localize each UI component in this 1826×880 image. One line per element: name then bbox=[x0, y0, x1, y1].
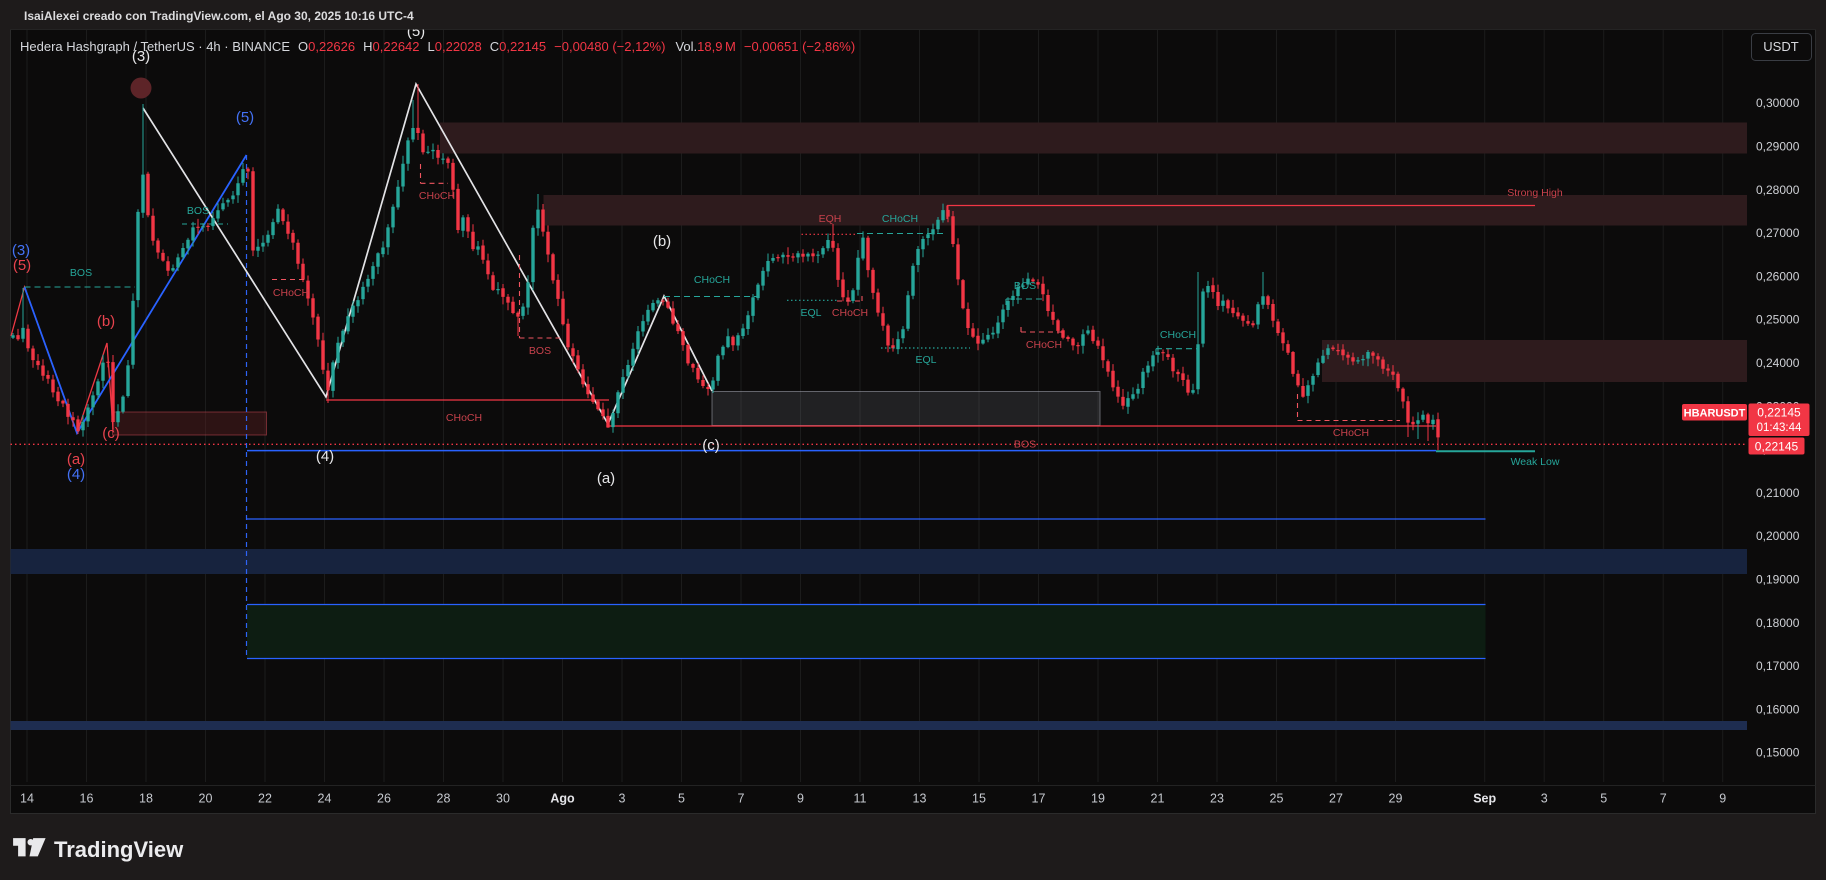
svg-text:0,28000: 0,28000 bbox=[1756, 183, 1800, 197]
svg-text:(4): (4) bbox=[67, 466, 85, 483]
svg-text:EQL: EQL bbox=[915, 354, 936, 366]
svg-text:20: 20 bbox=[199, 792, 213, 806]
svg-text:0,22145: 0,22145 bbox=[1755, 440, 1799, 454]
svg-text:0,27000: 0,27000 bbox=[1756, 226, 1800, 240]
svg-text:(3): (3) bbox=[132, 48, 150, 65]
svg-text:15: 15 bbox=[972, 792, 986, 806]
svg-text:(5): (5) bbox=[13, 257, 31, 274]
svg-text:(5): (5) bbox=[236, 109, 254, 126]
svg-text:29: 29 bbox=[1389, 792, 1403, 806]
svg-text:TradingView: TradingView bbox=[54, 837, 184, 862]
svg-text:16: 16 bbox=[80, 792, 94, 806]
svg-text:14: 14 bbox=[20, 792, 34, 806]
svg-text:0,20000: 0,20000 bbox=[1756, 529, 1800, 543]
svg-text:Weak Low: Weak Low bbox=[1511, 456, 1560, 468]
svg-text:BOS: BOS bbox=[1014, 439, 1036, 451]
svg-text:0,24000: 0,24000 bbox=[1756, 356, 1800, 370]
svg-text:3: 3 bbox=[1541, 792, 1548, 806]
svg-text:Hedera Hashgraph / TetherUS ·: Hedera Hashgraph / TetherUS · 4h · BINAN… bbox=[20, 39, 855, 54]
svg-text:(c): (c) bbox=[702, 437, 720, 454]
svg-text:USDT: USDT bbox=[1763, 39, 1798, 54]
svg-text:CHoCH: CHoCH bbox=[1026, 339, 1062, 351]
svg-text:9: 9 bbox=[1719, 792, 1726, 806]
svg-text:CHoCH: CHoCH bbox=[832, 307, 868, 319]
svg-text:(a): (a) bbox=[597, 470, 615, 487]
svg-text:0,16000: 0,16000 bbox=[1756, 702, 1800, 716]
svg-text:(b): (b) bbox=[653, 233, 671, 250]
svg-text:25: 25 bbox=[1270, 792, 1284, 806]
svg-text:11: 11 bbox=[854, 792, 867, 806]
svg-text:(c): (c) bbox=[102, 425, 120, 442]
svg-text:0,17000: 0,17000 bbox=[1756, 659, 1800, 673]
svg-text:0,25000: 0,25000 bbox=[1756, 313, 1800, 327]
svg-text:CHoCH: CHoCH bbox=[694, 274, 730, 286]
svg-text:CHoCH: CHoCH bbox=[882, 213, 918, 225]
svg-text:18: 18 bbox=[139, 792, 153, 806]
svg-text:0,26000: 0,26000 bbox=[1756, 269, 1800, 283]
svg-text:27: 27 bbox=[1329, 792, 1343, 806]
svg-text:23: 23 bbox=[1210, 792, 1224, 806]
svg-text:22: 22 bbox=[258, 792, 272, 806]
svg-text:(a): (a) bbox=[67, 451, 85, 468]
svg-text:3: 3 bbox=[619, 792, 626, 806]
svg-text:CHoCH: CHoCH bbox=[419, 190, 455, 202]
svg-text:Strong High: Strong High bbox=[1507, 187, 1563, 199]
svg-text:0,29000: 0,29000 bbox=[1756, 140, 1800, 154]
svg-text:30: 30 bbox=[496, 792, 510, 806]
svg-text:13: 13 bbox=[913, 792, 927, 806]
svg-text:EQH: EQH bbox=[819, 213, 842, 225]
svg-text:17: 17 bbox=[1032, 792, 1046, 806]
svg-text:0,30000: 0,30000 bbox=[1756, 96, 1800, 110]
svg-text:7: 7 bbox=[738, 792, 745, 806]
svg-text:Ago: Ago bbox=[550, 792, 575, 806]
svg-text:5: 5 bbox=[678, 792, 685, 806]
svg-text:9: 9 bbox=[797, 792, 804, 806]
svg-text:19: 19 bbox=[1091, 792, 1105, 806]
svg-text:CHoCH: CHoCH bbox=[1333, 427, 1369, 439]
svg-text:BOS: BOS bbox=[70, 267, 92, 279]
svg-text:(3): (3) bbox=[12, 242, 30, 259]
svg-text:CHoCH: CHoCH bbox=[446, 412, 482, 424]
svg-text:26: 26 bbox=[377, 792, 391, 806]
svg-text:HBARUSDT: HBARUSDT bbox=[1684, 408, 1746, 420]
svg-text:24: 24 bbox=[318, 792, 332, 806]
svg-text:0,18000: 0,18000 bbox=[1756, 616, 1800, 630]
svg-text:(b): (b) bbox=[97, 313, 115, 330]
svg-text:0,22145: 0,22145 bbox=[1757, 406, 1801, 420]
svg-text:CHoCH: CHoCH bbox=[1160, 329, 1196, 341]
svg-text:7: 7 bbox=[1660, 792, 1667, 806]
svg-text:21: 21 bbox=[1151, 792, 1165, 806]
svg-text:0,19000: 0,19000 bbox=[1756, 573, 1800, 587]
svg-text:EQL: EQL bbox=[800, 307, 821, 319]
svg-text:BOS: BOS bbox=[1014, 280, 1036, 292]
svg-text:CHoCH: CHoCH bbox=[273, 287, 309, 299]
svg-text:5: 5 bbox=[1600, 792, 1607, 806]
svg-text:(4): (4) bbox=[316, 448, 334, 465]
svg-text:BOS: BOS bbox=[529, 345, 551, 357]
svg-text:IsaiAlexei creado con TradingV: IsaiAlexei creado con TradingView.com, e… bbox=[24, 9, 414, 23]
svg-text:0,21000: 0,21000 bbox=[1756, 486, 1800, 500]
svg-text:01:43:44: 01:43:44 bbox=[1757, 422, 1802, 434]
svg-text:BOS: BOS bbox=[187, 205, 209, 217]
svg-text:0,15000: 0,15000 bbox=[1756, 746, 1800, 760]
svg-text:28: 28 bbox=[437, 792, 451, 806]
svg-text:Sep: Sep bbox=[1473, 792, 1496, 806]
